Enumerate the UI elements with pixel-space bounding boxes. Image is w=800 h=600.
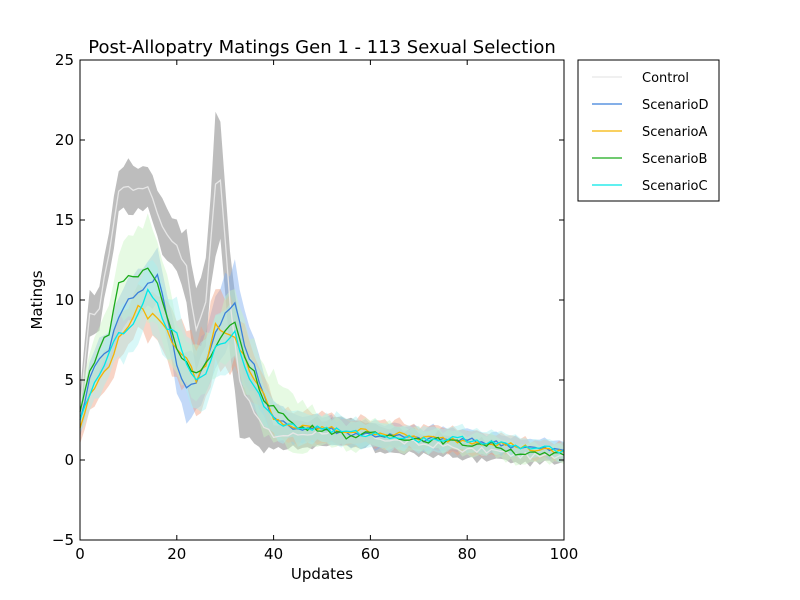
x-tick-label: 40	[264, 545, 283, 563]
legend-label-scenariob: ScenarioB	[642, 152, 707, 167]
confidence-bands	[80, 111, 564, 467]
legend-label-control: Control	[642, 71, 689, 86]
band-scenarioa	[80, 284, 564, 462]
y-tick-label: 20	[55, 131, 74, 149]
y-tick-label: −5	[52, 531, 74, 549]
y-tick-label: 0	[64, 451, 74, 469]
plot-background	[80, 60, 564, 540]
legend-label-scenariod: ScenarioD	[642, 98, 709, 113]
chart-title: Post-Allopatry Matings Gen 1 - 113 Sexua…	[88, 37, 556, 58]
y-tick-label: 25	[55, 51, 74, 69]
x-tick-label: 100	[550, 545, 579, 563]
legend-label-scenarioa: ScenarioA	[642, 125, 708, 140]
series-line-scenarioc	[79, 287, 565, 454]
x-tick-label: 20	[167, 545, 186, 563]
y-axis-label: Matings	[28, 270, 46, 329]
y-tick-label: 10	[55, 291, 74, 309]
x-tick-label: 80	[458, 545, 477, 563]
band-scenarioc	[80, 260, 564, 463]
band-scenariob	[80, 213, 564, 466]
x-tick-label: 60	[361, 545, 380, 563]
series-lines	[79, 179, 565, 461]
x-tick-label: 0	[75, 545, 85, 563]
band-scenariod	[80, 247, 564, 460]
legend-label-scenarioc: ScenarioC	[642, 179, 708, 194]
legend: Control ScenarioD ScenarioA ScenarioB Scenar…	[577, 59, 720, 202]
x-axis-label: Updates	[291, 565, 353, 583]
y-tick-label: 5	[64, 371, 74, 389]
y-tick-label: 15	[55, 211, 74, 229]
series-line-control	[79, 179, 565, 461]
